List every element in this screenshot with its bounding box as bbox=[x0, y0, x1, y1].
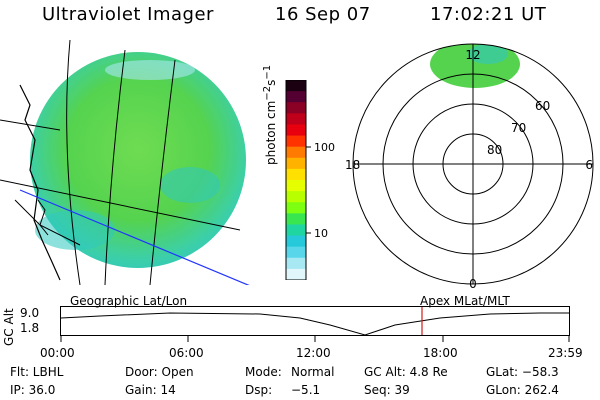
colorbar-segment bbox=[286, 168, 306, 181]
colorbar-segment bbox=[286, 213, 306, 225]
colorbar-segment bbox=[286, 91, 306, 103]
dsp-label: Dsp: bbox=[245, 383, 273, 397]
colorbar-segment bbox=[286, 246, 306, 259]
flt-status: Flt: LBHL bbox=[10, 365, 64, 379]
apex-title: Apex MLat/MLT bbox=[420, 294, 510, 308]
mlt-label-18: 18 bbox=[345, 158, 360, 172]
colorbar-tick-10: 10 bbox=[314, 227, 328, 240]
colorbar-segment bbox=[286, 191, 306, 203]
colorbar: 100 10 bbox=[285, 80, 335, 280]
colorbar-segment bbox=[286, 268, 306, 280]
mode-value: Normal bbox=[291, 365, 335, 379]
gain-status: Gain: 14 bbox=[125, 383, 176, 397]
lat-label-70: 70 bbox=[511, 121, 526, 135]
lat-label-80: 80 bbox=[487, 143, 502, 157]
glon-status: GLon: 262.4 bbox=[486, 383, 559, 397]
gcalt-status: GC Alt: 4.8 Re bbox=[364, 365, 448, 379]
ytick-9: 9.0 bbox=[20, 306, 40, 320]
colorbar-segment bbox=[286, 113, 306, 125]
colorbar-segment bbox=[286, 180, 306, 192]
mlt-label-12: 12 bbox=[465, 48, 480, 62]
mlt-label-6: 6 bbox=[585, 158, 593, 172]
colorbar-segment bbox=[286, 224, 306, 237]
colorbar-segment bbox=[286, 235, 306, 248]
colorbar-tick-100: 100 bbox=[314, 141, 335, 154]
glat-status: GLat: −58.3 bbox=[486, 365, 559, 379]
ytick-1.8: 1.8 bbox=[20, 321, 40, 335]
ip-status: IP: 36.0 bbox=[10, 383, 56, 397]
seq-status: Seq: 39 bbox=[364, 383, 410, 397]
colorbar-segment bbox=[286, 202, 306, 214]
xtick-0000: 00:00 bbox=[40, 346, 75, 360]
colorbar-segment bbox=[286, 157, 306, 170]
time-label: 17:02:21 UT bbox=[430, 4, 547, 25]
colorbar-segment bbox=[286, 257, 306, 270]
xtick-2359: 23:59 bbox=[548, 346, 583, 360]
timeline-ylabel: GC Alt bbox=[2, 308, 16, 346]
instrument-title: Ultraviolet Imager bbox=[42, 4, 214, 25]
polar-plot: 12 18 6 0 60 70 80 bbox=[345, 43, 594, 291]
xtick-1200: 12:00 bbox=[296, 346, 331, 360]
door-status: Door: Open bbox=[125, 365, 194, 379]
gc-alt-plot bbox=[60, 306, 570, 342]
coastline bbox=[19, 84, 61, 281]
colorbar-segment bbox=[286, 102, 306, 114]
xtick-0600: 06:00 bbox=[169, 346, 204, 360]
colorbar-unit-label: photon cm−2s−1 bbox=[262, 64, 278, 165]
colorbar-segment bbox=[286, 124, 306, 137]
date-label: 16 Sep 07 bbox=[275, 4, 371, 25]
terminator-line bbox=[19, 189, 250, 285]
geographic-title: Geographic Lat/Lon bbox=[70, 294, 188, 308]
colorbar-segment bbox=[286, 80, 306, 92]
colorbar-segment bbox=[286, 135, 306, 148]
altitude-curve bbox=[60, 312, 569, 336]
colorbar-segment bbox=[286, 146, 306, 159]
lat-label-60: 60 bbox=[535, 99, 550, 113]
dsp-value: −5.1 bbox=[291, 383, 321, 397]
xtick-1800: 18:00 bbox=[423, 346, 458, 360]
geographic-image bbox=[0, 39, 250, 285]
mode-label: Mode: bbox=[245, 365, 282, 379]
mlt-label-0: 0 bbox=[469, 277, 477, 291]
